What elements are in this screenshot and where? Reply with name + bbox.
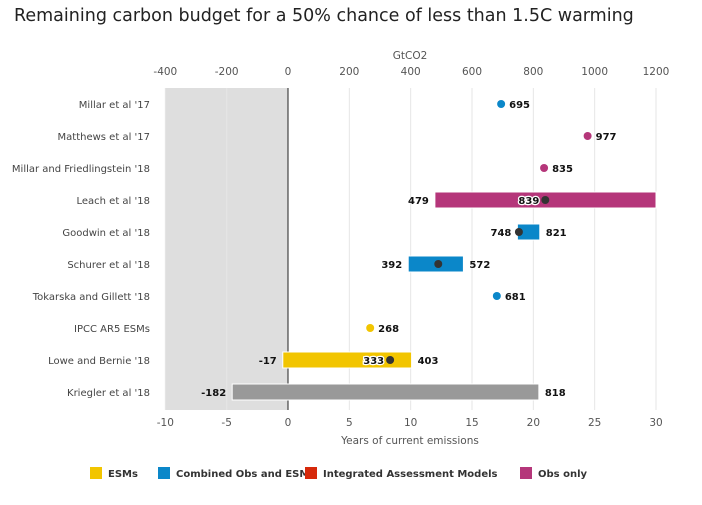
data-label-low: -182 [201, 388, 226, 399]
top-tick-label: 400 [401, 66, 421, 78]
data-point [540, 164, 549, 172]
top-tick-label: 1200 [643, 66, 670, 78]
top-tick-label: 1000 [581, 66, 608, 78]
category-label: Goodwin et al '18 [62, 228, 150, 239]
data-label-mid: 839 [518, 196, 539, 207]
data-label: 835 [552, 164, 573, 175]
data-label-high: 403 [418, 356, 439, 367]
data-point [497, 100, 506, 108]
data-label: 977 [596, 132, 617, 143]
category-label: Leach et al '18 [76, 196, 150, 207]
legend-swatch [520, 467, 532, 479]
data-label-low: 479 [408, 196, 429, 207]
top-tick-label: 600 [462, 66, 482, 78]
legend-label: Obs only [538, 469, 588, 480]
category-label: Millar and Friedlingstein '18 [12, 164, 150, 175]
central-estimate-point [541, 196, 550, 204]
legend-label: ESMs [108, 469, 138, 480]
category-label: Millar et al '17 [79, 100, 150, 111]
bottom-tick-label: -5 [221, 417, 231, 429]
data-point [492, 292, 501, 300]
data-label-high: 821 [546, 228, 567, 239]
data-label-high: 818 [545, 388, 566, 399]
bottom-tick-label: -10 [157, 417, 174, 429]
data-label-low: 748 [491, 228, 512, 239]
bottom-tick-label: 10 [404, 417, 417, 429]
legend-swatch [90, 467, 102, 479]
top-tick-label: -400 [153, 66, 177, 78]
data-label-low: 392 [381, 260, 402, 271]
top-axis-label: GtCO2 [393, 50, 428, 62]
legend-swatch [158, 467, 170, 479]
top-tick-label: 0 [285, 66, 292, 78]
category-label: Tokarska and Gillett '18 [32, 292, 150, 303]
legend-label: Integrated Assessment Models [323, 469, 498, 480]
data-bar [231, 383, 540, 401]
bottom-tick-label: 15 [465, 417, 478, 429]
legend-label: Combined Obs and ESMs [176, 469, 315, 480]
data-label-low: -17 [259, 356, 277, 367]
category-label: IPCC AR5 ESMs [74, 324, 150, 335]
bottom-tick-label: 0 [285, 417, 292, 429]
top-tick-label: 200 [339, 66, 359, 78]
bottom-tick-label: 5 [346, 417, 353, 429]
bottom-axis-label: Years of current emissions [340, 435, 479, 447]
category-label: Schurer et al '18 [67, 260, 150, 271]
category-label: Kriegler et al '18 [67, 388, 150, 399]
data-point [366, 324, 375, 332]
central-estimate-point [514, 228, 523, 236]
data-point [583, 132, 592, 140]
data-label-mid: 333 [363, 356, 384, 367]
bottom-tick-label: 25 [588, 417, 601, 429]
chart-title: Remaining carbon budget for a 50% chance… [14, 6, 634, 26]
category-label: Lowe and Bernie '18 [48, 356, 150, 367]
data-label-high: 572 [469, 260, 490, 271]
bottom-tick-label: 20 [527, 417, 540, 429]
top-tick-label: 800 [523, 66, 543, 78]
data-label: 695 [509, 100, 530, 111]
top-tick-label: -200 [215, 66, 239, 78]
data-label: 681 [505, 292, 526, 303]
data-label: 268 [378, 324, 399, 335]
central-estimate-point [434, 260, 443, 268]
category-label: Matthews et al '17 [58, 132, 150, 143]
central-estimate-point [386, 356, 395, 364]
legend-swatch [305, 467, 317, 479]
bottom-tick-label: 30 [649, 417, 662, 429]
data-bar [282, 351, 413, 369]
